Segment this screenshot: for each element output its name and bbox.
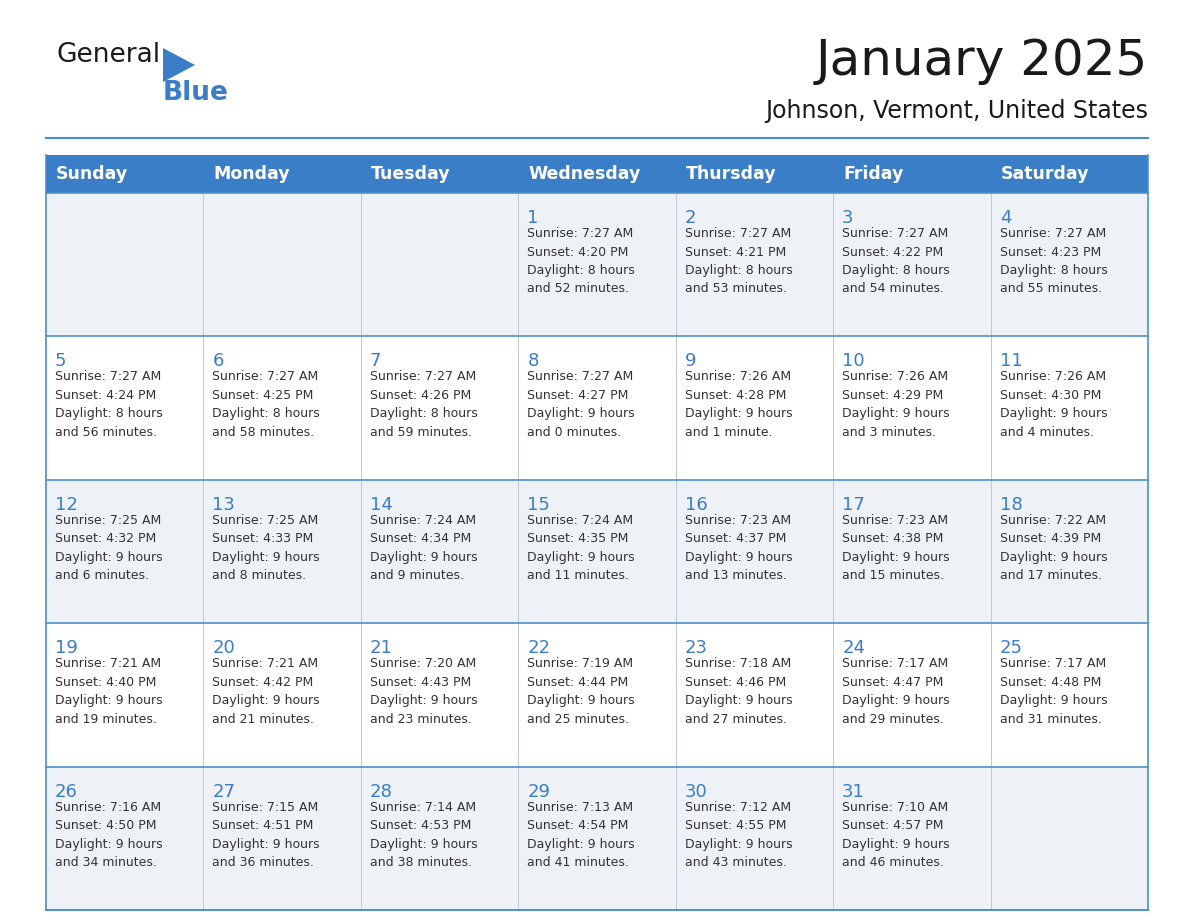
Text: 22: 22 — [527, 639, 550, 657]
Text: Sunrise: 7:27 AM
Sunset: 4:26 PM
Daylight: 8 hours
and 59 minutes.: Sunrise: 7:27 AM Sunset: 4:26 PM Dayligh… — [369, 370, 478, 439]
Text: 30: 30 — [684, 783, 708, 800]
Text: 5: 5 — [55, 353, 67, 370]
Text: 24: 24 — [842, 639, 865, 657]
Text: 23: 23 — [684, 639, 708, 657]
Text: Sunrise: 7:27 AM
Sunset: 4:23 PM
Daylight: 8 hours
and 55 minutes.: Sunrise: 7:27 AM Sunset: 4:23 PM Dayligh… — [999, 227, 1107, 296]
Text: Sunrise: 7:24 AM
Sunset: 4:34 PM
Daylight: 9 hours
and 9 minutes.: Sunrise: 7:24 AM Sunset: 4:34 PM Dayligh… — [369, 514, 478, 582]
Text: 17: 17 — [842, 496, 865, 514]
Text: 25: 25 — [999, 639, 1023, 657]
Text: 16: 16 — [684, 496, 708, 514]
Text: Blue: Blue — [163, 80, 229, 106]
Text: Sunrise: 7:26 AM
Sunset: 4:29 PM
Daylight: 9 hours
and 3 minutes.: Sunrise: 7:26 AM Sunset: 4:29 PM Dayligh… — [842, 370, 949, 439]
Text: 28: 28 — [369, 783, 393, 800]
Text: 29: 29 — [527, 783, 550, 800]
Text: 26: 26 — [55, 783, 78, 800]
Bar — [46, 155, 1148, 193]
Bar — [46, 336, 1148, 480]
Text: 9: 9 — [684, 353, 696, 370]
Text: Saturday: Saturday — [1000, 165, 1089, 183]
Text: 6: 6 — [213, 353, 223, 370]
Polygon shape — [163, 48, 195, 82]
Text: Sunrise: 7:18 AM
Sunset: 4:46 PM
Daylight: 9 hours
and 27 minutes.: Sunrise: 7:18 AM Sunset: 4:46 PM Dayligh… — [684, 657, 792, 726]
Text: Friday: Friday — [843, 165, 904, 183]
Text: Sunrise: 7:12 AM
Sunset: 4:55 PM
Daylight: 9 hours
and 43 minutes.: Sunrise: 7:12 AM Sunset: 4:55 PM Dayligh… — [684, 800, 792, 869]
Text: Sunrise: 7:27 AM
Sunset: 4:22 PM
Daylight: 8 hours
and 54 minutes.: Sunrise: 7:27 AM Sunset: 4:22 PM Dayligh… — [842, 227, 950, 296]
Text: Sunrise: 7:17 AM
Sunset: 4:47 PM
Daylight: 9 hours
and 29 minutes.: Sunrise: 7:17 AM Sunset: 4:47 PM Dayligh… — [842, 657, 949, 726]
Text: Sunrise: 7:27 AM
Sunset: 4:21 PM
Daylight: 8 hours
and 53 minutes.: Sunrise: 7:27 AM Sunset: 4:21 PM Dayligh… — [684, 227, 792, 296]
Text: Johnson, Vermont, United States: Johnson, Vermont, United States — [765, 99, 1148, 123]
Text: Wednesday: Wednesday — [529, 165, 640, 183]
Text: Sunrise: 7:20 AM
Sunset: 4:43 PM
Daylight: 9 hours
and 23 minutes.: Sunrise: 7:20 AM Sunset: 4:43 PM Dayligh… — [369, 657, 478, 726]
Text: Sunrise: 7:23 AM
Sunset: 4:38 PM
Daylight: 9 hours
and 15 minutes.: Sunrise: 7:23 AM Sunset: 4:38 PM Dayligh… — [842, 514, 949, 582]
Text: 4: 4 — [999, 209, 1011, 227]
Text: Sunrise: 7:27 AM
Sunset: 4:25 PM
Daylight: 8 hours
and 58 minutes.: Sunrise: 7:27 AM Sunset: 4:25 PM Dayligh… — [213, 370, 321, 439]
Text: Sunrise: 7:16 AM
Sunset: 4:50 PM
Daylight: 9 hours
and 34 minutes.: Sunrise: 7:16 AM Sunset: 4:50 PM Dayligh… — [55, 800, 163, 869]
Text: Sunrise: 7:17 AM
Sunset: 4:48 PM
Daylight: 9 hours
and 31 minutes.: Sunrise: 7:17 AM Sunset: 4:48 PM Dayligh… — [999, 657, 1107, 726]
Text: 10: 10 — [842, 353, 865, 370]
Text: Sunrise: 7:23 AM
Sunset: 4:37 PM
Daylight: 9 hours
and 13 minutes.: Sunrise: 7:23 AM Sunset: 4:37 PM Dayligh… — [684, 514, 792, 582]
Text: Sunrise: 7:27 AM
Sunset: 4:20 PM
Daylight: 8 hours
and 52 minutes.: Sunrise: 7:27 AM Sunset: 4:20 PM Dayligh… — [527, 227, 636, 296]
Text: Monday: Monday — [214, 165, 290, 183]
Text: Sunday: Sunday — [56, 165, 128, 183]
Text: Sunrise: 7:14 AM
Sunset: 4:53 PM
Daylight: 9 hours
and 38 minutes.: Sunrise: 7:14 AM Sunset: 4:53 PM Dayligh… — [369, 800, 478, 869]
Text: 27: 27 — [213, 783, 235, 800]
Text: 15: 15 — [527, 496, 550, 514]
Text: Tuesday: Tuesday — [371, 165, 450, 183]
Bar — [46, 193, 1148, 336]
Text: 19: 19 — [55, 639, 78, 657]
Text: 3: 3 — [842, 209, 854, 227]
Text: 12: 12 — [55, 496, 78, 514]
Text: 8: 8 — [527, 353, 538, 370]
Text: Sunrise: 7:21 AM
Sunset: 4:40 PM
Daylight: 9 hours
and 19 minutes.: Sunrise: 7:21 AM Sunset: 4:40 PM Dayligh… — [55, 657, 163, 726]
Text: 13: 13 — [213, 496, 235, 514]
Text: Sunrise: 7:27 AM
Sunset: 4:27 PM
Daylight: 9 hours
and 0 minutes.: Sunrise: 7:27 AM Sunset: 4:27 PM Dayligh… — [527, 370, 634, 439]
Text: Sunrise: 7:25 AM
Sunset: 4:33 PM
Daylight: 9 hours
and 8 minutes.: Sunrise: 7:25 AM Sunset: 4:33 PM Dayligh… — [213, 514, 320, 582]
Text: Sunrise: 7:22 AM
Sunset: 4:39 PM
Daylight: 9 hours
and 17 minutes.: Sunrise: 7:22 AM Sunset: 4:39 PM Dayligh… — [999, 514, 1107, 582]
Text: Sunrise: 7:25 AM
Sunset: 4:32 PM
Daylight: 9 hours
and 6 minutes.: Sunrise: 7:25 AM Sunset: 4:32 PM Dayligh… — [55, 514, 163, 582]
Text: Sunrise: 7:19 AM
Sunset: 4:44 PM
Daylight: 9 hours
and 25 minutes.: Sunrise: 7:19 AM Sunset: 4:44 PM Dayligh… — [527, 657, 634, 726]
Text: 11: 11 — [999, 353, 1023, 370]
Text: Sunrise: 7:13 AM
Sunset: 4:54 PM
Daylight: 9 hours
and 41 minutes.: Sunrise: 7:13 AM Sunset: 4:54 PM Dayligh… — [527, 800, 634, 869]
Text: 7: 7 — [369, 353, 381, 370]
Text: 1: 1 — [527, 209, 538, 227]
Text: 2: 2 — [684, 209, 696, 227]
Text: Sunrise: 7:26 AM
Sunset: 4:30 PM
Daylight: 9 hours
and 4 minutes.: Sunrise: 7:26 AM Sunset: 4:30 PM Dayligh… — [999, 370, 1107, 439]
Bar — [46, 767, 1148, 910]
Text: Sunrise: 7:21 AM
Sunset: 4:42 PM
Daylight: 9 hours
and 21 minutes.: Sunrise: 7:21 AM Sunset: 4:42 PM Dayligh… — [213, 657, 320, 726]
Text: 14: 14 — [369, 496, 393, 514]
Text: 31: 31 — [842, 783, 865, 800]
Text: Sunrise: 7:27 AM
Sunset: 4:24 PM
Daylight: 8 hours
and 56 minutes.: Sunrise: 7:27 AM Sunset: 4:24 PM Dayligh… — [55, 370, 163, 439]
Bar — [46, 623, 1148, 767]
Text: Sunrise: 7:24 AM
Sunset: 4:35 PM
Daylight: 9 hours
and 11 minutes.: Sunrise: 7:24 AM Sunset: 4:35 PM Dayligh… — [527, 514, 634, 582]
Bar — [46, 480, 1148, 623]
Text: January 2025: January 2025 — [816, 37, 1148, 85]
Text: 21: 21 — [369, 639, 393, 657]
Text: Sunrise: 7:15 AM
Sunset: 4:51 PM
Daylight: 9 hours
and 36 minutes.: Sunrise: 7:15 AM Sunset: 4:51 PM Dayligh… — [213, 800, 320, 869]
Text: Sunrise: 7:10 AM
Sunset: 4:57 PM
Daylight: 9 hours
and 46 minutes.: Sunrise: 7:10 AM Sunset: 4:57 PM Dayligh… — [842, 800, 949, 869]
Text: 18: 18 — [999, 496, 1023, 514]
Text: 20: 20 — [213, 639, 235, 657]
Text: Thursday: Thursday — [685, 165, 776, 183]
Text: General: General — [56, 42, 160, 68]
Text: Sunrise: 7:26 AM
Sunset: 4:28 PM
Daylight: 9 hours
and 1 minute.: Sunrise: 7:26 AM Sunset: 4:28 PM Dayligh… — [684, 370, 792, 439]
